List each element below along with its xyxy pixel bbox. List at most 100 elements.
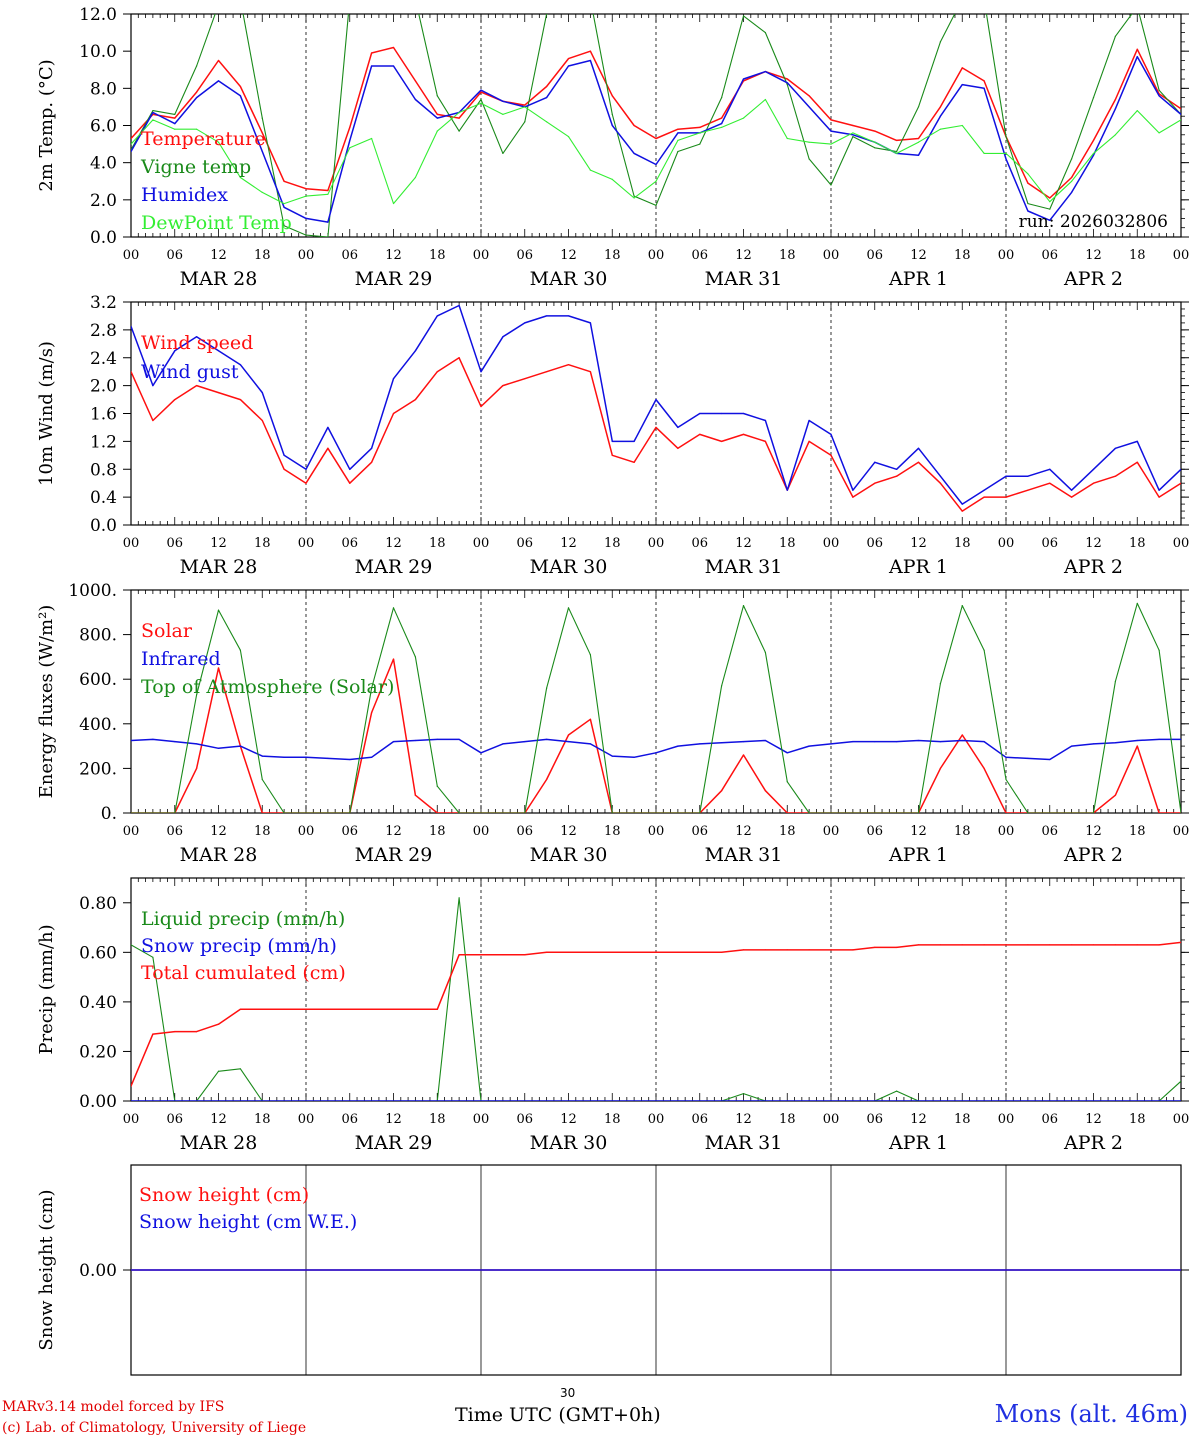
x-hour-label: 06 bbox=[691, 248, 708, 263]
x-hour-label: 06 bbox=[166, 824, 183, 839]
data-point bbox=[917, 1100, 920, 1101]
data-point bbox=[458, 1100, 460, 1101]
data-point bbox=[786, 1100, 788, 1101]
data-point bbox=[196, 767, 198, 770]
data-point bbox=[261, 391, 263, 394]
data-point bbox=[633, 1100, 635, 1101]
data-point bbox=[1027, 489, 1029, 491]
data-point bbox=[436, 1008, 438, 1010]
data-point bbox=[764, 949, 766, 951]
data-point bbox=[414, 1008, 416, 1010]
data-point bbox=[152, 738, 154, 741]
data-point bbox=[152, 1033, 154, 1035]
data-point bbox=[699, 433, 701, 436]
data-point bbox=[327, 812, 329, 813]
data-point bbox=[196, 1031, 198, 1033]
data-point bbox=[502, 100, 504, 102]
data-point bbox=[633, 197, 635, 199]
x-hour-label: 18 bbox=[954, 536, 971, 551]
data-point bbox=[1049, 482, 1051, 484]
data-point bbox=[152, 956, 154, 958]
x-hour-label: 06 bbox=[516, 1112, 533, 1127]
data-point bbox=[721, 123, 723, 125]
data-point bbox=[917, 141, 920, 143]
data-point bbox=[589, 371, 591, 373]
x-hour-label: 00 bbox=[823, 824, 840, 839]
data-point bbox=[896, 152, 898, 154]
data-point bbox=[1005, 944, 1007, 946]
data-point bbox=[939, 115, 941, 117]
data-point bbox=[1027, 757, 1029, 759]
x-hour-label: 18 bbox=[779, 824, 796, 839]
data-point bbox=[655, 204, 657, 207]
data-point bbox=[677, 951, 679, 953]
data-point bbox=[633, 440, 635, 442]
data-point bbox=[305, 812, 307, 813]
data-point bbox=[808, 106, 810, 108]
data-point bbox=[1180, 119, 1181, 121]
data-point bbox=[699, 412, 701, 415]
x-hour-label: 18 bbox=[779, 248, 796, 263]
data-point bbox=[961, 1100, 963, 1101]
data-point bbox=[480, 405, 482, 408]
data-point bbox=[436, 785, 438, 787]
x-hour-label: 12 bbox=[1085, 824, 1102, 839]
data-point bbox=[852, 741, 854, 743]
data-point bbox=[196, 91, 198, 93]
data-point bbox=[239, 364, 241, 366]
data-point bbox=[131, 1100, 132, 1101]
data-point bbox=[786, 82, 788, 84]
x-day-label: MAR 30 bbox=[530, 268, 608, 290]
y-tick-label: 2.0 bbox=[90, 191, 117, 211]
data-point bbox=[1005, 1100, 1007, 1101]
data-point bbox=[699, 132, 701, 134]
data-point bbox=[196, 336, 198, 338]
legend-entry: Total cumulated (cm) bbox=[141, 962, 346, 984]
data-point bbox=[896, 741, 898, 743]
data-point bbox=[458, 812, 460, 813]
data-point bbox=[502, 113, 504, 115]
data-point bbox=[305, 756, 307, 758]
data-point bbox=[1180, 1269, 1181, 1271]
legend-entry: Solar bbox=[141, 620, 193, 642]
data-point bbox=[677, 139, 679, 141]
x-hour-label: 18 bbox=[429, 1112, 446, 1127]
data-point bbox=[721, 440, 723, 442]
data-point bbox=[611, 113, 613, 115]
data-point bbox=[546, 738, 548, 741]
data-point bbox=[327, 236, 329, 237]
data-point bbox=[1005, 496, 1007, 498]
x-hour-label: 00 bbox=[123, 1112, 140, 1127]
data-point bbox=[852, 1100, 854, 1101]
data-point bbox=[217, 747, 220, 749]
data-point bbox=[983, 944, 985, 946]
series-humidex bbox=[131, 55, 1181, 223]
x-hour-label: 06 bbox=[866, 824, 883, 839]
data-point bbox=[611, 178, 613, 180]
data-point bbox=[567, 1100, 570, 1101]
data-point bbox=[152, 419, 154, 422]
data-point bbox=[305, 482, 307, 484]
data-point bbox=[896, 475, 898, 477]
data-point bbox=[436, 1100, 438, 1101]
x-hour-label: 00 bbox=[473, 536, 490, 551]
data-point bbox=[349, 126, 351, 128]
data-point bbox=[261, 117, 263, 119]
data-point bbox=[1092, 812, 1095, 813]
y-axis-label: 10m Wind (m/s) bbox=[36, 341, 57, 486]
x-hour-label: 12 bbox=[210, 824, 227, 839]
data-point bbox=[961, 739, 963, 742]
legend-entry: Snow precip (mm/h) bbox=[141, 935, 337, 957]
x-hour-label: 12 bbox=[1085, 1112, 1102, 1127]
legend-entry: Humidex bbox=[141, 184, 228, 206]
series-dewpoint-temp bbox=[131, 98, 1181, 205]
x-hour-label: 06 bbox=[166, 248, 183, 263]
data-point bbox=[830, 1100, 832, 1101]
x-hour-label: 12 bbox=[560, 248, 577, 263]
data-point bbox=[458, 357, 460, 359]
data-point bbox=[174, 812, 176, 813]
data-point bbox=[983, 767, 985, 770]
x-hour-label: 18 bbox=[779, 1112, 796, 1127]
data-point bbox=[131, 1269, 132, 1271]
data-point bbox=[874, 946, 876, 948]
